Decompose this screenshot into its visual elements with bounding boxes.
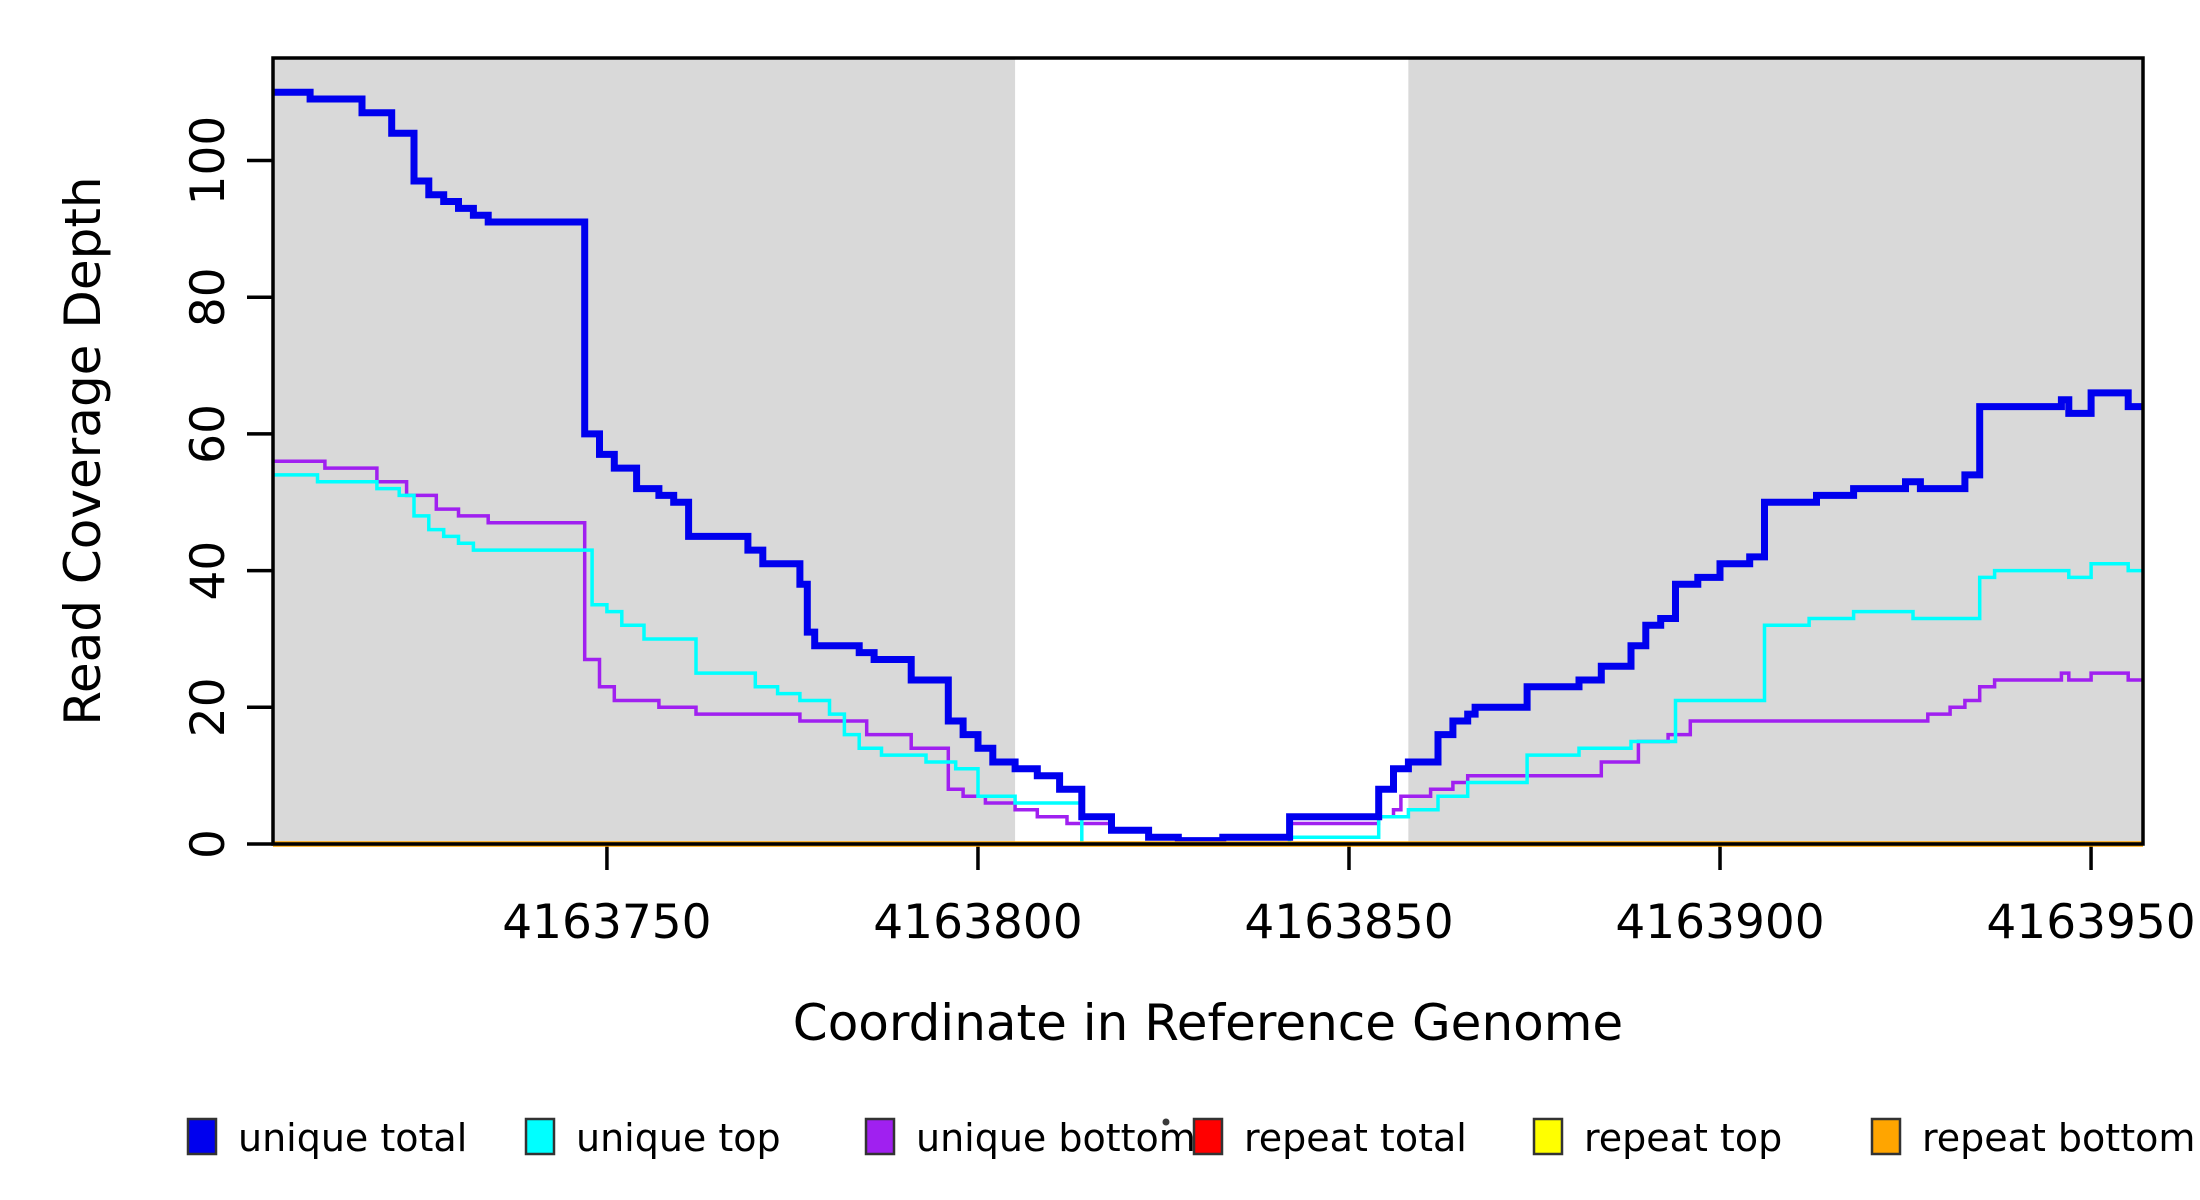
y-tick-label: 100 bbox=[181, 116, 236, 206]
legend-swatch-repeat-total bbox=[1192, 1117, 1224, 1156]
legend-swatch-repeat-top bbox=[1532, 1117, 1564, 1156]
legend-entry-repeat-total: repeat total bbox=[1192, 1116, 1467, 1160]
series-line-unique-top bbox=[273, 473, 2143, 846]
y-axis: 0 20 40 60 80 100 bbox=[181, 116, 273, 859]
legend-entry-repeat-top: repeat top bbox=[1532, 1116, 1782, 1160]
y-axis-title: Read Coverage Depth bbox=[54, 176, 112, 725]
legend-swatch-repeat-bottom bbox=[1870, 1117, 1902, 1156]
legend-swatch-unique-bottom bbox=[864, 1117, 896, 1156]
legend-label-unique-bottom: unique bottom bbox=[916, 1116, 1196, 1160]
legend-label-repeat-top: repeat top bbox=[1584, 1116, 1782, 1160]
plot-frame bbox=[271, 56, 2145, 846]
shaded-region-right bbox=[1408, 58, 2143, 844]
x-tick-label: 4163850 bbox=[1244, 895, 1453, 950]
x-axis: 4163750 4163800 4163850 4163900 4163950 bbox=[502, 844, 2196, 950]
legend-label-unique-top: unique top bbox=[576, 1116, 781, 1160]
legend: unique total unique top unique bottom repea… bbox=[186, 1116, 2195, 1160]
y-tick-label: 20 bbox=[181, 677, 236, 737]
x-tick-label: 4163800 bbox=[873, 895, 1082, 950]
legend-entry-repeat-bottom: repeat bottom bbox=[1870, 1116, 2195, 1160]
legend-entry-unique-total: unique total bbox=[186, 1116, 467, 1160]
stray-dot bbox=[1162, 1118, 1170, 1126]
x-tick-label: 4163750 bbox=[502, 895, 711, 950]
x-axis-title: Coordinate in Reference Genome bbox=[793, 994, 1623, 1052]
legend-label-repeat-total: repeat total bbox=[1244, 1116, 1467, 1160]
y-tick-label: 0 bbox=[181, 829, 236, 859]
legend-entry-unique-top: unique top bbox=[524, 1116, 781, 1160]
legend-label-unique-total: unique total bbox=[238, 1116, 467, 1160]
legend-label-repeat-bottom: repeat bottom bbox=[1922, 1116, 2195, 1160]
legend-swatch-unique-total bbox=[186, 1117, 218, 1156]
y-tick-label: 60 bbox=[181, 404, 236, 464]
legend-entry-unique-bottom: unique bottom bbox=[864, 1116, 1196, 1160]
y-tick-label: 80 bbox=[181, 267, 236, 327]
legend-swatch-unique-top bbox=[524, 1117, 556, 1156]
shaded-region-left bbox=[273, 58, 1016, 844]
x-tick-label: 4163950 bbox=[1986, 895, 2195, 950]
x-tick-label: 4163900 bbox=[1615, 895, 1824, 950]
series-line-unique-total bbox=[273, 88, 2143, 845]
y-tick-label: 40 bbox=[181, 541, 236, 601]
